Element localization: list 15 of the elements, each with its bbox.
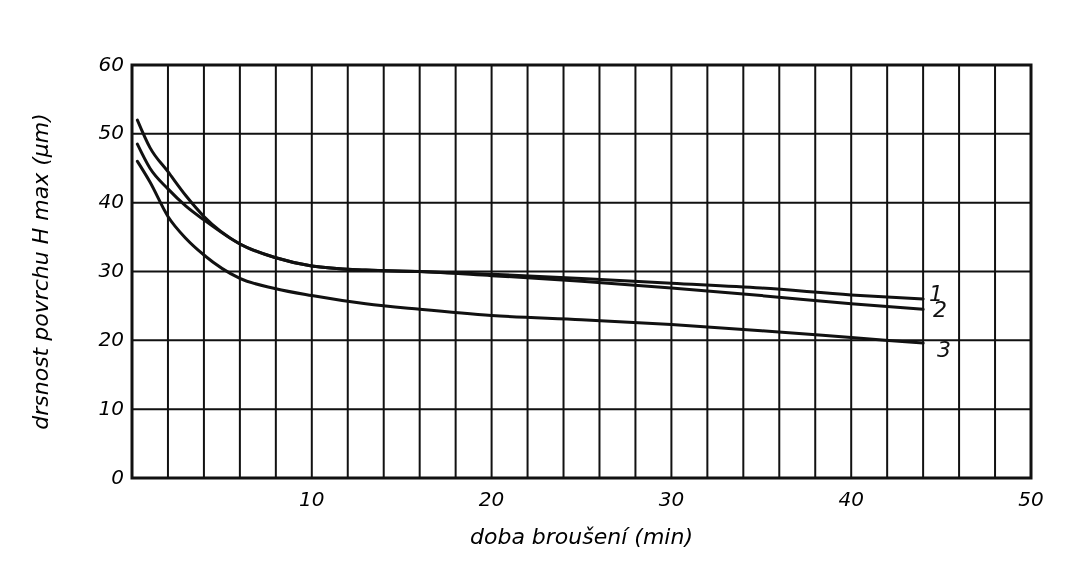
y-tick-label: 40 xyxy=(98,189,124,214)
y-axis-title: drsnost povrchu H max (μm) xyxy=(28,113,53,430)
y-tick-label: 20 xyxy=(98,326,124,351)
x-tick-label: 30 xyxy=(658,487,685,511)
series-label: 3 xyxy=(937,337,952,363)
y-tick-label: 50 xyxy=(98,120,124,145)
y-tick-label: 30 xyxy=(98,258,124,282)
x-axis-title: doba broušení (min) xyxy=(470,524,693,549)
y-tick-label: 60 xyxy=(98,51,124,76)
x-tick-label: 10 xyxy=(299,487,325,511)
x-tick-label: 20 xyxy=(478,487,505,511)
x-tick-label: 40 xyxy=(838,487,864,511)
x-tick-label: 50 xyxy=(1018,487,1044,511)
y-tick-label: 0 xyxy=(111,464,124,489)
y-tick-label: 10 xyxy=(98,395,124,420)
